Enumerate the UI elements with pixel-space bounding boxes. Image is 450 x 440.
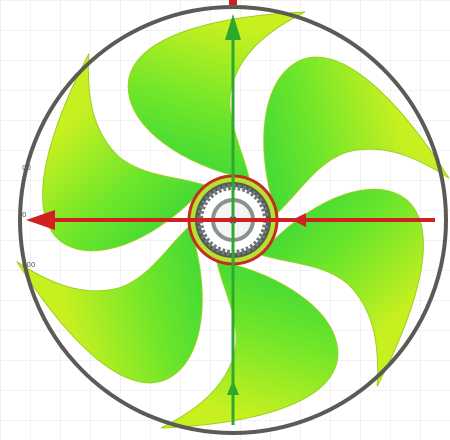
page: 00 0 500 (() => { const data = JSON.pars… bbox=[0, 0, 450, 440]
axis-label: 00 bbox=[22, 164, 31, 172]
axis-label: 0 bbox=[22, 211, 26, 219]
simulation-view: 00 0 500 bbox=[0, 0, 450, 440]
axis-label: 500 bbox=[22, 261, 35, 269]
